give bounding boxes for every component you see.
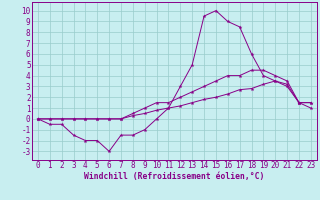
X-axis label: Windchill (Refroidissement éolien,°C): Windchill (Refroidissement éolien,°C) bbox=[84, 172, 265, 181]
